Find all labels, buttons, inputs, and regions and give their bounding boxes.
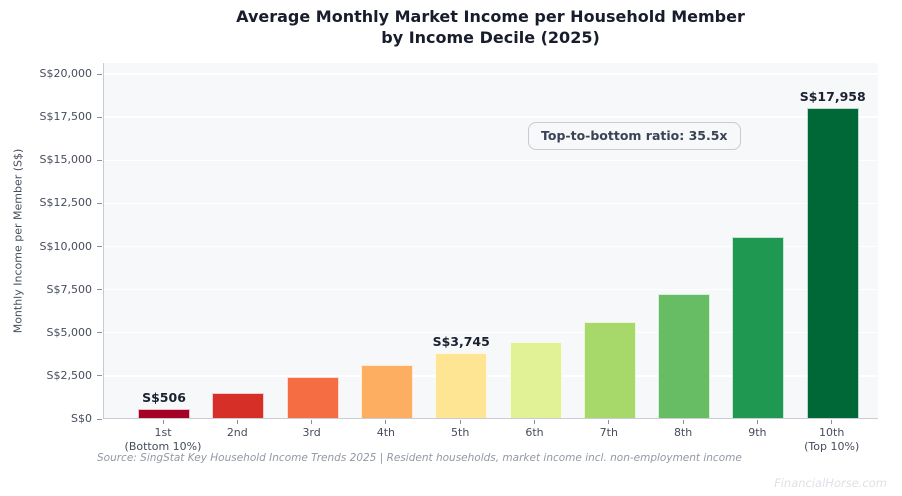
gridline-12500 [104,202,878,205]
x-tick-mark [682,420,684,424]
gridline-17500 [104,116,878,118]
y-tick-mark [97,202,102,204]
bar-6th [509,341,562,418]
source-note: Source: SingStat Key Household Income Tr… [97,452,742,464]
bar-value-label-5th: S$3,745 [432,334,490,350]
y-tick-label: S$20,000 [39,67,92,80]
x-tick-main: 5th [451,426,470,439]
gridline-20000 [104,73,878,75]
watermark: FinancialHorse.com [774,476,887,490]
x-tick-mark [385,420,387,424]
x-tick-label-9th: 9th [692,426,822,440]
x-tick-label-8th: 8th [618,426,748,440]
x-tick-label-3rd: 3rd [247,426,377,440]
y-tick-mark [97,73,102,75]
gridline-5000 [104,332,878,334]
x-tick-mark [534,420,535,424]
bar-3rd [286,376,339,418]
y-tick-label: S$17,500 [39,110,92,124]
y-tick-mark [97,375,102,377]
y-tick-label: S$15,000 [39,153,92,167]
bar-value-label-10th: S$17,958 [799,89,866,105]
x-tick-main: 2nd [226,426,248,439]
x-tick-main: 6th [525,426,544,439]
x-tick-mark [162,420,164,424]
bar-5th [435,353,488,418]
x-tick-mark [756,420,758,424]
y-tick-label: S$5,000 [46,325,92,339]
x-tick-label-2nd: 2nd [172,426,302,440]
y-tick-label: S$0 [71,412,92,425]
x-tick-label-7th: 7th [544,426,674,440]
x-tick-sublabel: (Top 10%) [804,439,860,453]
plot-area: S$506 S$3,745 S$17,958 [103,63,878,419]
x-tick-main: 4th [376,426,396,439]
bar-2nd [212,393,265,418]
x-tick-label-6th: 6th [470,426,600,440]
bar-1st [138,409,190,418]
gridline-2500 [104,375,878,377]
x-tick-main: 8th [673,426,693,439]
bar-7th [583,322,636,418]
x-tick-label-10th: 10th (Top 10%) [767,426,897,453]
x-tick-main: 7th [599,426,618,439]
x-tick-main: 9th [748,426,767,439]
x-tick-label-1st: 1st (Bottom 10%) [98,426,228,453]
y-tick-mark [97,332,102,334]
gridline-15000 [104,159,878,161]
x-tick-mark [459,420,461,424]
y-tick-mark [97,246,102,247]
x-tick-main: 3rd [302,426,321,439]
x-tick-label-5th: 5th [395,426,525,440]
y-tick-label: S$2,500 [46,368,92,382]
bar-9th [732,236,785,418]
chart-title: Average Monthly Market Income per Househ… [103,6,878,48]
gridline-10000 [104,245,878,248]
y-tick-mark [97,159,102,161]
x-tick-mark [311,420,313,424]
gridline-7500 [104,288,878,291]
bar-8th [658,294,711,418]
bar-value-label-1st: S$506 [142,390,186,406]
x-tick-mark [608,420,610,424]
x-tick-mark [236,420,238,424]
y-tick-label: S$10,000 [39,239,92,253]
x-tick-main: 10th [819,426,845,439]
x-tick-mark [831,420,833,424]
bar-10th [806,108,859,418]
y-tick-mark [97,418,102,420]
y-tick-label: S$7,500 [46,282,92,296]
chart-title-line1: Average Monthly Market Income per Househ… [236,7,745,26]
y-tick-label: S$12,500 [39,196,92,210]
y-tick-mark [97,289,102,291]
bar-4th [360,365,413,418]
ratio-annotation: Top-to-bottom ratio: 35.5x [528,122,741,150]
y-tick-mark [97,116,102,118]
x-tick-main: 1st [154,426,172,439]
x-tick-sublabel: (Bottom 10%) [124,439,202,453]
x-tick-label-4th: 4th [321,426,451,440]
chart-title-line2: by Income Decile (2025) [381,28,600,47]
